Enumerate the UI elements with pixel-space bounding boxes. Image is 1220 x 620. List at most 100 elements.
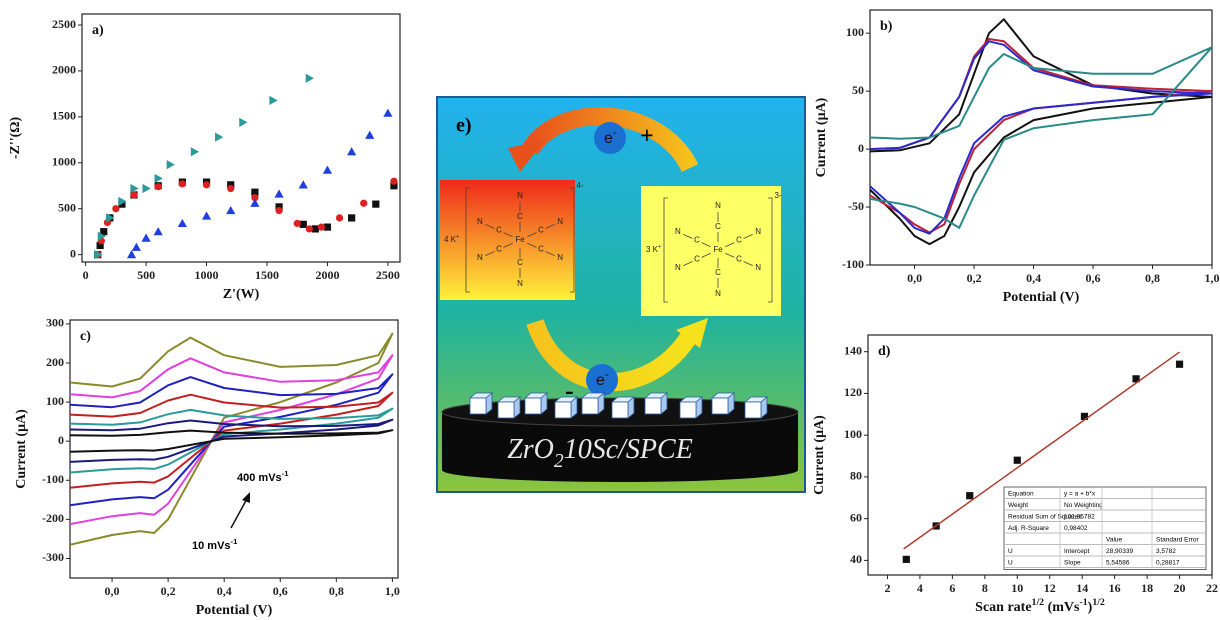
y-axis-label: -Z''(Ω) [8, 117, 23, 160]
table-cell: Equation [1008, 490, 1034, 497]
point [323, 166, 332, 174]
table-cell: No Weighting [1064, 502, 1103, 509]
ligand-c: C [736, 255, 742, 264]
ligand-c: C [538, 245, 544, 254]
table-cell: Slope [1064, 559, 1081, 566]
x-axis-label-part: (mVs [1044, 600, 1080, 615]
ligand-c: C [715, 268, 721, 277]
plot-frame [82, 14, 400, 262]
y-tick-label: -100 [42, 472, 64, 486]
x-axis-label: Potential (V) [1003, 290, 1080, 305]
x-tick-label: 0,6 [1086, 271, 1101, 285]
x-tick-label: 0,4 [1026, 271, 1041, 285]
x-tick-label: 18 [1141, 581, 1153, 595]
point [360, 200, 367, 207]
cube-front [525, 398, 541, 414]
x-tick-label: 2 [884, 581, 890, 595]
x-tick-label: 1,0 [385, 584, 400, 598]
x-tick-label: 0 [83, 268, 89, 282]
ligand-c: C [517, 212, 523, 221]
point [299, 180, 308, 188]
y-tick-label: 0 [58, 433, 64, 447]
ligand-n: N [715, 201, 721, 210]
y-axis-label: Current (μA) [14, 409, 29, 489]
ligand-c: C [715, 222, 721, 231]
cube-front [470, 398, 486, 414]
complex-box [440, 180, 575, 300]
table-cell: 101,35782 [1064, 513, 1095, 520]
annotation-part: -1 [282, 469, 290, 478]
counter-ion-part: 4 K [444, 235, 457, 244]
ligand-c: C [538, 226, 544, 235]
cube-front [680, 402, 696, 418]
x-tick-label: 12 [1044, 581, 1056, 595]
point [1014, 457, 1021, 464]
annotation: 10 mVs-1 [192, 537, 238, 552]
panel-label: b) [880, 19, 893, 34]
y-tick-label: -300 [42, 550, 64, 564]
cv-curve [70, 374, 392, 505]
figure: 0500100015002000250005001000150020002500… [0, 0, 1220, 620]
ligand-c: C [496, 226, 502, 235]
point [132, 243, 141, 251]
point [155, 174, 163, 183]
table-header: Value [1106, 536, 1123, 543]
x-tick-label: 0,0 [907, 271, 922, 285]
cube-front [498, 402, 514, 418]
table-cell: Weight [1008, 502, 1028, 509]
electron-label-part: e [596, 372, 605, 389]
cube-front [745, 402, 761, 418]
x-tick-label: 0,2 [967, 271, 982, 285]
ligand-n: N [517, 191, 523, 200]
plus-sign: + [640, 124, 654, 150]
cube-front [645, 398, 661, 414]
table-cell: Intercept [1064, 548, 1089, 555]
cube-front [712, 398, 728, 414]
ligand-n: N [517, 279, 523, 288]
x-axis-label: Z'(W) [223, 287, 260, 302]
x-tick-label: 1,0 [1205, 271, 1220, 285]
point [903, 556, 910, 563]
metal: Fe [515, 235, 525, 244]
cv-curve [870, 47, 1212, 228]
table-header: Standard Error [1156, 536, 1199, 543]
y-tick-label: 0 [858, 141, 864, 155]
y-tick-label: 2500 [52, 17, 76, 31]
point [306, 225, 313, 232]
x-tick-label: 6 [949, 581, 955, 595]
x-tick-label: 0,4 [217, 584, 232, 598]
ligand-c: C [736, 236, 742, 245]
point [365, 131, 374, 139]
cv-curve [70, 430, 392, 452]
table-cell: 0,28817 [1156, 559, 1180, 566]
point [275, 207, 282, 214]
x-axis-label-part: 1/2 [1092, 597, 1105, 608]
electrode-label-part: ZrO [507, 434, 554, 465]
electrode-label-part: 2 [554, 451, 564, 472]
table-cell: y = a + b*x [1064, 490, 1096, 497]
cv-curve [70, 409, 392, 473]
point [239, 118, 247, 127]
ligand-n: N [557, 253, 563, 262]
point [966, 492, 973, 499]
ligand-n: N [477, 217, 483, 226]
x-axis-label: Scan rate1/2 (mVs-1)1/2 [975, 597, 1105, 615]
metal: Fe [713, 245, 723, 254]
annotation-part: 400 mVs [237, 472, 282, 484]
y-tick-label: -50 [848, 199, 864, 213]
electron-label-part: - [605, 369, 609, 381]
body: 0500100015002000250005001000150020002500… [0, 0, 1220, 620]
point [203, 181, 210, 188]
x-axis-label-part: 1/2 [1032, 597, 1045, 608]
y-tick-label: -200 [42, 511, 64, 525]
point [142, 184, 150, 193]
electron-label-part: e [604, 130, 613, 147]
table-cell: 3,5782 [1156, 548, 1176, 555]
table-cell: Adj. R-Square [1008, 525, 1049, 532]
page: Electrochemical characterization figure … [0, 0, 1220, 620]
x-tick-label: 1000 [195, 268, 219, 282]
ligand-n: N [477, 253, 483, 262]
x-tick-label: 0,6 [273, 584, 288, 598]
table-cell: 5,54586 [1106, 559, 1130, 566]
